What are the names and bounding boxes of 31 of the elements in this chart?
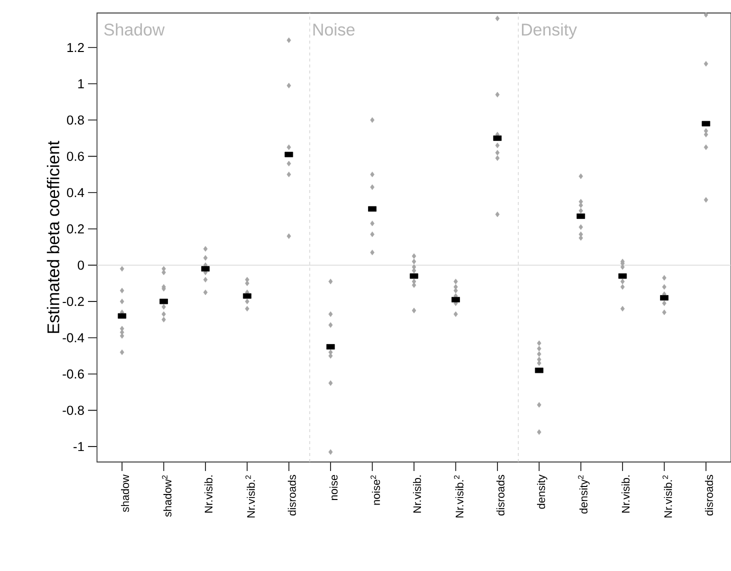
x-tick-label: density (537, 474, 548, 509)
x-tick-label: noise$^{2}$ (370, 475, 380, 505)
x-tick-label: Nr.visib. (412, 476, 422, 513)
y-tick-label: -0.4 (62, 333, 84, 342)
y-tick-label: 0.4 (66, 188, 84, 198)
y-tick-label: 1 (78, 79, 84, 88)
x-tick-label: density$^{2}$ (578, 475, 590, 514)
x-tick-label: shadow (121, 474, 130, 512)
x-tick-label: disroads (288, 474, 296, 516)
x-tick-label: Nr.visib.$^{2}$ (662, 475, 672, 518)
y-axis-title: Estimated beta coefficient (46, 140, 60, 333)
annotation: Noise (313, 23, 355, 36)
x-tick-label: Nr.visib.$^{2}$ (245, 475, 255, 518)
y-tick-label: -1 (74, 442, 84, 452)
y-tick-label: 1.2 (67, 42, 84, 52)
x-tick-label: disroads (496, 474, 504, 516)
y-tick-label: 0.2 (66, 224, 84, 234)
y-tick-label: 0.8 (66, 115, 84, 125)
annotation: Shadow (104, 23, 165, 36)
y-tick-label: -0.8 (62, 406, 84, 415)
y-tick-label: -0.2 (62, 296, 84, 306)
x-tick-label: Nr.visib. (204, 476, 212, 513)
y-tick-label: 0 (78, 260, 84, 270)
x-tick-label: Nr.visib. (622, 476, 630, 513)
x-tick-label: Nr.visib.$^{2}$ (454, 475, 464, 518)
y-tick-label: 0.6 (66, 152, 84, 161)
x-tick-label: shadow$^{2}$ (162, 475, 172, 517)
x-tick-label: noise (330, 475, 338, 500)
annotation: Density (522, 23, 577, 39)
y-tick-label: -0.6 (62, 369, 84, 379)
x-tick-label: disroads (704, 474, 714, 516)
